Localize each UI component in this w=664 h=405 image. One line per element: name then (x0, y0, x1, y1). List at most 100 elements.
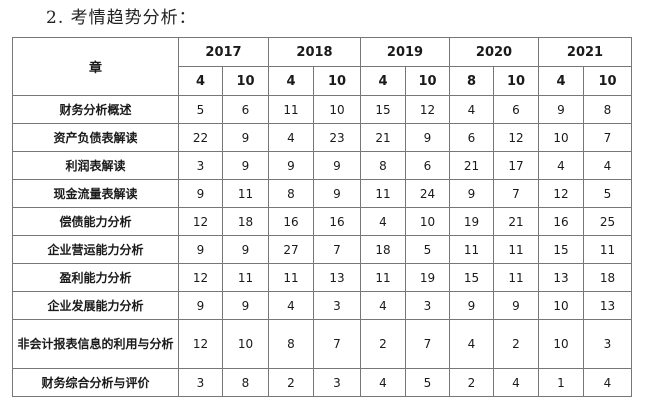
year-header-row: 章 2017 2018 2019 2020 2021 (12, 37, 632, 96)
year-header: 2021 (538, 37, 632, 67)
count-cell: 9 (313, 179, 361, 208)
count-cell: 19 (405, 263, 450, 292)
count-cell: 13 (583, 291, 632, 320)
count-cell: 12 (405, 95, 450, 124)
count-cell: 11 (268, 263, 314, 292)
count-cell: 4 (583, 151, 632, 180)
count-cell: 12 (493, 123, 539, 152)
month-header: 4 (268, 66, 314, 96)
count-cell: 19 (449, 207, 494, 236)
count-cell: 3 (313, 291, 361, 320)
count-cell: 3 (405, 291, 450, 320)
count-cell: 6 (405, 151, 450, 180)
count-cell: 3 (178, 368, 223, 397)
count-cell: 9 (449, 179, 494, 208)
chapter-cell: 利润表解读 (12, 151, 179, 180)
count-cell: 13 (313, 263, 361, 292)
count-cell: 11 (493, 235, 539, 264)
count-cell: 6 (222, 95, 269, 124)
count-cell: 11 (268, 95, 314, 124)
count-cell: 5 (405, 235, 450, 264)
count-cell: 21 (360, 123, 406, 152)
count-cell: 8 (360, 151, 406, 180)
chapter-cell: 资产负债表解读 (12, 123, 179, 152)
count-cell: 4 (449, 319, 494, 369)
count-cell: 7 (313, 319, 361, 369)
count-cell: 1 (538, 368, 584, 397)
month-header: 10 (583, 66, 632, 96)
count-cell: 2 (360, 319, 406, 369)
exam-trend-table: 章 2017 2018 2019 2020 2021 4 10 4 10 4 1… (12, 37, 632, 397)
table-row: 财务分析概述 5 6 11 10 15 12 4 6 9 8 (12, 95, 632, 124)
month-header: 4 (178, 66, 223, 96)
count-cell: 12 (178, 319, 223, 369)
count-cell: 11 (583, 235, 632, 264)
month-header: 10 (405, 66, 450, 96)
table-row: 盈利能力分析 12 11 11 13 11 19 15 11 13 18 (12, 263, 632, 292)
chapter-cell: 非会计报表信息的利用与分析 (12, 319, 179, 369)
count-cell: 4 (449, 95, 494, 124)
count-cell: 12 (178, 263, 223, 292)
count-cell: 16 (268, 207, 314, 236)
count-cell: 24 (405, 179, 450, 208)
count-cell: 5 (178, 95, 223, 124)
count-cell: 9 (449, 291, 494, 320)
count-cell: 10 (405, 207, 450, 236)
count-cell: 11 (222, 179, 269, 208)
count-cell: 9 (178, 291, 223, 320)
count-cell: 4 (583, 368, 632, 397)
count-cell: 13 (538, 263, 584, 292)
count-cell: 6 (493, 95, 539, 124)
year-header: 2019 (360, 37, 450, 67)
count-cell: 8 (268, 179, 314, 208)
count-cell: 4 (360, 207, 406, 236)
table-row: 资产负债表解读 22 9 4 23 21 9 6 12 10 7 (12, 123, 632, 152)
table-row: 现金流量表解读 9 11 8 9 11 24 9 7 12 5 (12, 179, 632, 208)
count-cell: 7 (583, 123, 632, 152)
count-cell: 18 (583, 263, 632, 292)
count-cell: 4 (360, 368, 406, 397)
count-cell: 27 (268, 235, 314, 264)
count-cell: 10 (538, 123, 584, 152)
count-cell: 11 (493, 263, 539, 292)
year-header: 2020 (449, 37, 539, 67)
count-cell: 11 (449, 235, 494, 264)
count-cell: 4 (493, 368, 539, 397)
count-cell: 9 (178, 235, 223, 264)
count-cell: 12 (538, 179, 584, 208)
count-cell: 2 (493, 319, 539, 369)
count-cell: 18 (360, 235, 406, 264)
count-cell: 2 (449, 368, 494, 397)
count-cell: 4 (268, 291, 314, 320)
count-cell: 3 (583, 319, 632, 369)
count-cell: 3 (178, 151, 223, 180)
chapter-cell: 财务综合分析与评价 (12, 368, 179, 397)
count-cell: 17 (493, 151, 539, 180)
month-header: 10 (313, 66, 361, 96)
count-cell: 4 (360, 291, 406, 320)
month-header: 4 (360, 66, 406, 96)
count-cell: 9 (313, 151, 361, 180)
count-cell: 8 (583, 95, 632, 124)
count-cell: 21 (449, 151, 494, 180)
chapter-cell: 盈利能力分析 (12, 263, 179, 292)
chapter-cell: 企业发展能力分析 (12, 291, 179, 320)
count-cell: 9 (405, 123, 450, 152)
count-cell: 11 (222, 263, 269, 292)
table-row: 企业营运能力分析 9 9 27 7 18 5 11 11 15 11 (12, 235, 632, 264)
table-row: 利润表解读 3 9 9 9 8 6 21 17 4 4 (12, 151, 632, 180)
month-header: 10 (222, 66, 269, 96)
count-cell: 15 (360, 95, 406, 124)
count-cell: 9 (538, 95, 584, 124)
count-cell: 11 (360, 263, 406, 292)
count-cell: 10 (538, 319, 584, 369)
table-row: 非会计报表信息的利用与分析 12 10 8 7 2 7 4 2 10 3 (12, 319, 632, 369)
count-cell: 9 (222, 151, 269, 180)
count-cell: 4 (538, 151, 584, 180)
month-header-row: 4 10 4 10 4 10 8 10 4 10 (13, 66, 632, 96)
table-row: 企业发展能力分析 9 9 4 3 4 3 9 9 10 13 (12, 291, 632, 320)
count-cell: 9 (268, 151, 314, 180)
chapter-cell: 财务分析概述 (12, 95, 179, 124)
count-cell: 9 (222, 235, 269, 264)
year-header: 2018 (268, 37, 361, 67)
